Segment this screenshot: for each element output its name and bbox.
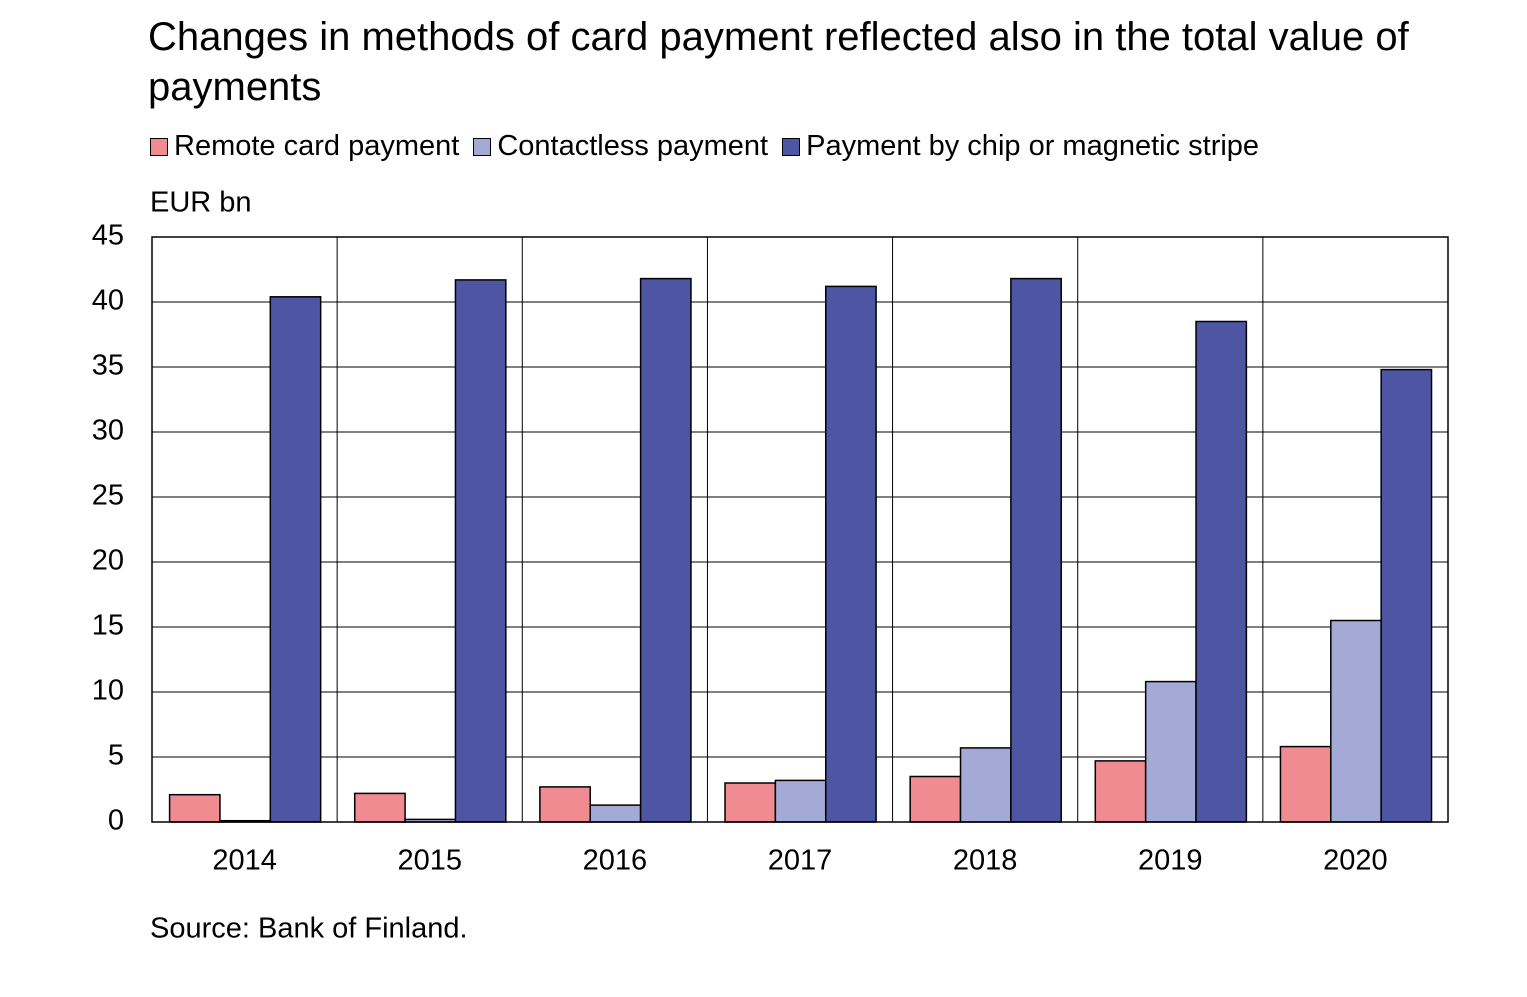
bar: [353, 792, 406, 823]
plot-frame: [151, 236, 1449, 823]
legend-item: Contactless payment: [473, 130, 768, 163]
legend-label: Payment by chip or magnetic stripe: [806, 130, 1260, 162]
x-tick-label: 2017: [768, 845, 833, 877]
y-axis-label: EUR bn: [150, 187, 252, 219]
x-tick-label: 2014: [212, 845, 277, 877]
bar: [909, 775, 962, 823]
y-tick-label: 5: [108, 740, 124, 772]
x-tick-label: 2019: [1138, 845, 1203, 877]
bar: [774, 779, 827, 823]
legend-swatch: [473, 137, 492, 156]
y-tick-label: 20: [92, 545, 124, 577]
legend-item: Payment by chip or magnetic stripe: [782, 130, 1259, 163]
legend-label: Remote card payment: [174, 130, 460, 162]
legend-swatch: [782, 137, 801, 156]
x-tick-label: 2016: [583, 845, 648, 877]
chart-title: Changes in methods of card payment refle…: [148, 15, 1409, 109]
x-tick-label: 2018: [953, 845, 1018, 877]
bar: [454, 279, 507, 823]
bar: [724, 782, 777, 823]
legend-swatch: [150, 137, 168, 156]
y-tick-label: 25: [92, 480, 124, 512]
y-tick-label: 10: [92, 675, 124, 707]
y-tick-label: 0: [108, 805, 124, 837]
bar: [1380, 368, 1433, 823]
bar: [1094, 760, 1147, 823]
bar: [1330, 619, 1382, 823]
y-tick-label: 45: [92, 220, 124, 252]
y-tick-label: 40: [92, 285, 124, 317]
source: Source: Bank of Finland.: [150, 913, 468, 945]
x-tick-label: 2015: [397, 845, 462, 877]
x-tick-label: 2020: [1323, 845, 1388, 877]
bar: [824, 285, 877, 823]
bar: [639, 277, 692, 823]
legend-item: Remote card payment: [150, 130, 459, 163]
y-tick-label: 15: [92, 610, 124, 642]
bar: [1010, 277, 1062, 823]
bar: [1195, 320, 1248, 823]
legend: Remote card payment Contactless payment Pa…: [150, 130, 1259, 163]
bar: [168, 793, 221, 823]
y-tick-label: 30: [92, 415, 124, 447]
bar: [1279, 745, 1332, 823]
bar: [539, 786, 591, 823]
bar: [1144, 680, 1197, 823]
bar: [269, 296, 322, 823]
y-tick-label: 35: [92, 350, 124, 382]
bar: [959, 747, 1012, 823]
bar: [589, 804, 642, 823]
legend-label: Contactless payment: [497, 130, 769, 162]
